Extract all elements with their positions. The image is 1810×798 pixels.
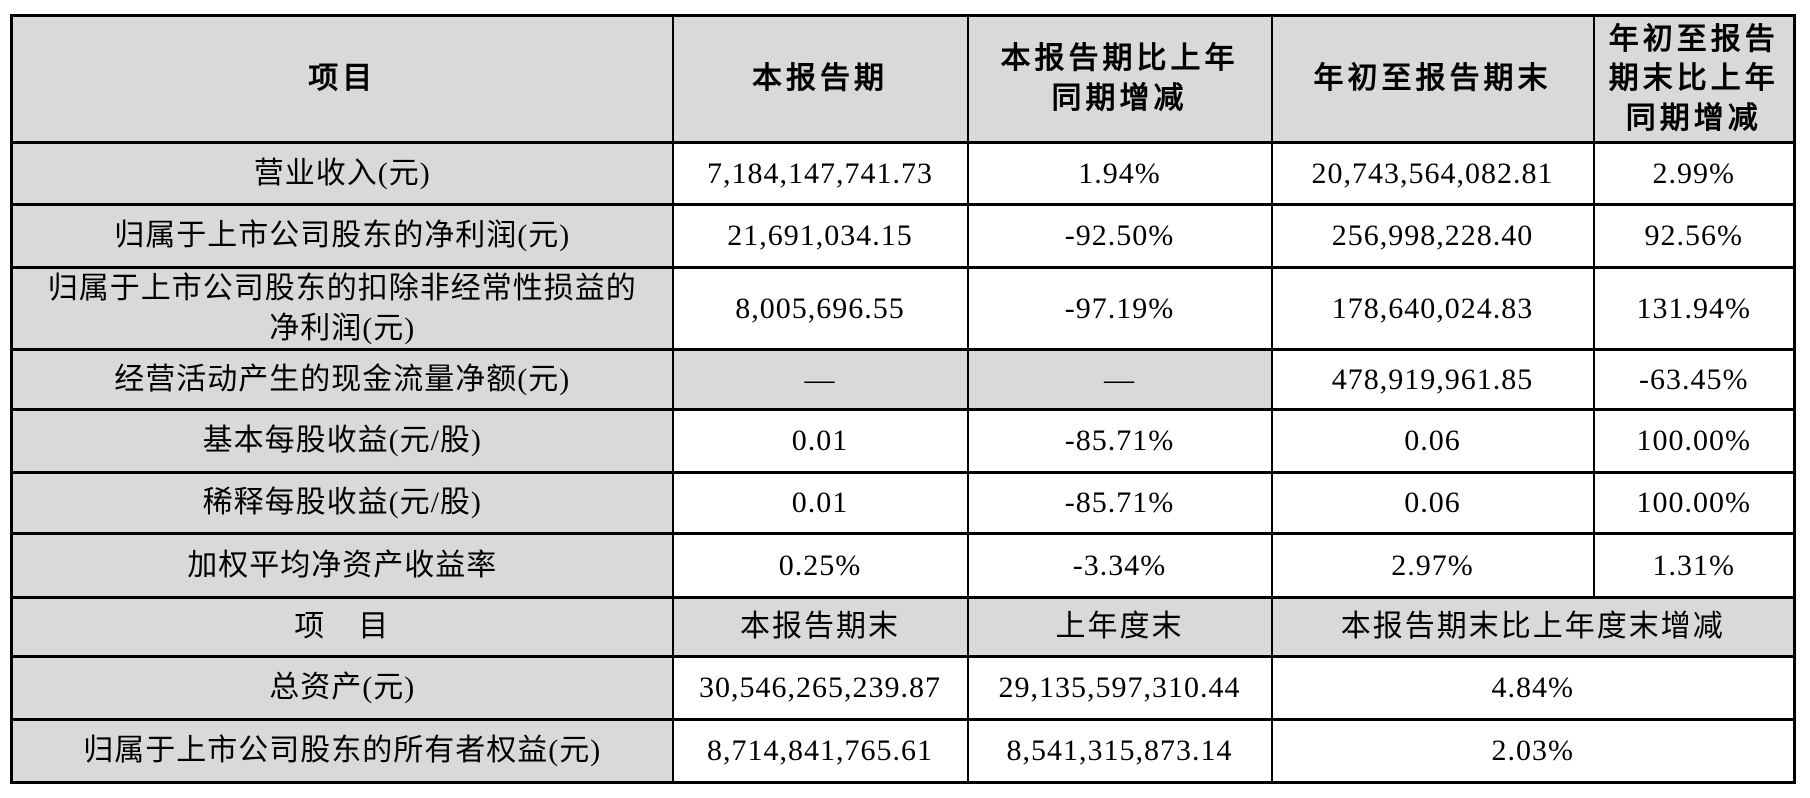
value-current-period-yoy: 1.94% <box>966 141 1273 206</box>
balance-header-row: 项 目 本报告期末 上年度末 本报告期末比上年度末增减 <box>10 596 1796 659</box>
header-period-vs-prior-change: 本报告期末比上年度末增减 <box>1270 596 1796 659</box>
table-row: 总资产(元) 30,546,265,239.87 29,135,597,310.… <box>10 655 1796 722</box>
row-label: 归属于上市公司股东的净利润(元) <box>10 203 674 269</box>
header-current-period: 本报告期 <box>671 14 969 144</box>
table-row: 归属于上市公司股东的净利润(元) 21,691,034.15 -92.50% 2… <box>10 203 1796 269</box>
value-current-period-yoy: -85.71% <box>966 471 1273 536</box>
table-row: 基本每股收益(元/股) 0.01 -85.71% 0.06 100.00% <box>10 408 1796 475</box>
value-current-period: 0.25% <box>671 532 969 600</box>
table-row: 归属于上市公司股东的扣除非经常性损益的 净利润(元) 8,005,696.55 … <box>10 265 1796 352</box>
quarter-header-row: 项目 本报告期 本报告期比上年 同期增减 年初至报告期末 年初至报告 期末比上年… <box>10 14 1796 144</box>
value-ytd-yoy: 2.99% <box>1592 141 1796 206</box>
value-end-of-period: 30,546,265,239.87 <box>671 655 969 722</box>
row-label: 稀释每股收益(元/股) <box>10 471 674 536</box>
value-ytd: 0.06 <box>1270 471 1595 536</box>
value-ytd: 178,640,024.83 <box>1270 265 1595 352</box>
row-label: 经营活动产生的现金流量净额(元) <box>10 348 674 412</box>
value-ytd-yoy: 92.56% <box>1592 203 1796 269</box>
value-current-period-yoy: -3.34% <box>966 532 1273 600</box>
row-label: 归属于上市公司股东的所有者权益(元) <box>10 718 674 785</box>
row-label: 基本每股收益(元/股) <box>10 408 674 475</box>
value-ytd: 256,998,228.40 <box>1270 203 1595 269</box>
value-ytd-yoy: 100.00% <box>1592 408 1796 475</box>
row-label: 营业收入(元) <box>10 141 674 206</box>
value-ytd-yoy: 1.31% <box>1592 532 1796 600</box>
value-current-period-yoy: -92.50% <box>966 203 1273 269</box>
value-end-of-prior-year: 8,541,315,873.14 <box>966 718 1273 785</box>
value-current-period-yoy: -97.19% <box>966 265 1273 352</box>
value-end-of-period: 8,714,841,765.61 <box>671 718 969 785</box>
header-current-period-yoy: 本报告期比上年 同期增减 <box>966 14 1273 144</box>
value-current-period: — <box>671 348 969 412</box>
table-row: 经营活动产生的现金流量净额(元) — — 478,919,961.85 -63.… <box>10 348 1796 412</box>
value-ytd: 2.97% <box>1270 532 1595 600</box>
value-current-period-yoy: — <box>966 348 1273 412</box>
value-current-period: 7,184,147,741.73 <box>671 141 969 206</box>
header-ytd: 年初至报告期末 <box>1270 14 1595 144</box>
value-end-of-prior-year: 29,135,597,310.44 <box>966 655 1273 722</box>
value-ytd: 20,743,564,082.81 <box>1270 141 1595 206</box>
value-ytd-yoy: 131.94% <box>1592 265 1796 352</box>
table-row: 归属于上市公司股东的所有者权益(元) 8,714,841,765.61 8,54… <box>10 718 1796 785</box>
value-change: 2.03% <box>1270 718 1796 785</box>
row-label: 总资产(元) <box>10 655 674 722</box>
table-row: 加权平均净资产收益率 0.25% -3.34% 2.97% 1.31% <box>10 532 1796 600</box>
header-ytd-yoy: 年初至报告 期末比上年 同期增减 <box>1592 14 1796 144</box>
value-ytd: 478,919,961.85 <box>1270 348 1595 412</box>
header-item: 项目 <box>10 14 674 144</box>
value-change: 4.84% <box>1270 655 1796 722</box>
value-ytd-yoy: -63.45% <box>1592 348 1796 412</box>
row-label: 加权平均净资产收益率 <box>10 532 674 600</box>
table-row: 稀释每股收益(元/股) 0.01 -85.71% 0.06 100.00% <box>10 471 1796 536</box>
header-item-2: 项 目 <box>10 596 674 659</box>
value-current-period: 0.01 <box>671 408 969 475</box>
value-ytd-yoy: 100.00% <box>1592 471 1796 536</box>
header-end-of-period: 本报告期末 <box>671 596 969 659</box>
value-ytd: 0.06 <box>1270 408 1595 475</box>
header-end-of-prior-year: 上年度末 <box>966 596 1273 659</box>
value-current-period: 21,691,034.15 <box>671 203 969 269</box>
table-row: 营业收入(元) 7,184,147,741.73 1.94% 20,743,56… <box>10 141 1796 206</box>
value-current-period: 8,005,696.55 <box>671 265 969 352</box>
row-label: 归属于上市公司股东的扣除非经常性损益的 净利润(元) <box>10 265 674 352</box>
value-current-period: 0.01 <box>671 471 969 536</box>
financial-summary-table: 项目 本报告期 本报告期比上年 同期增减 年初至报告期末 年初至报告 期末比上年… <box>10 14 1796 785</box>
value-current-period-yoy: -85.71% <box>966 408 1273 475</box>
